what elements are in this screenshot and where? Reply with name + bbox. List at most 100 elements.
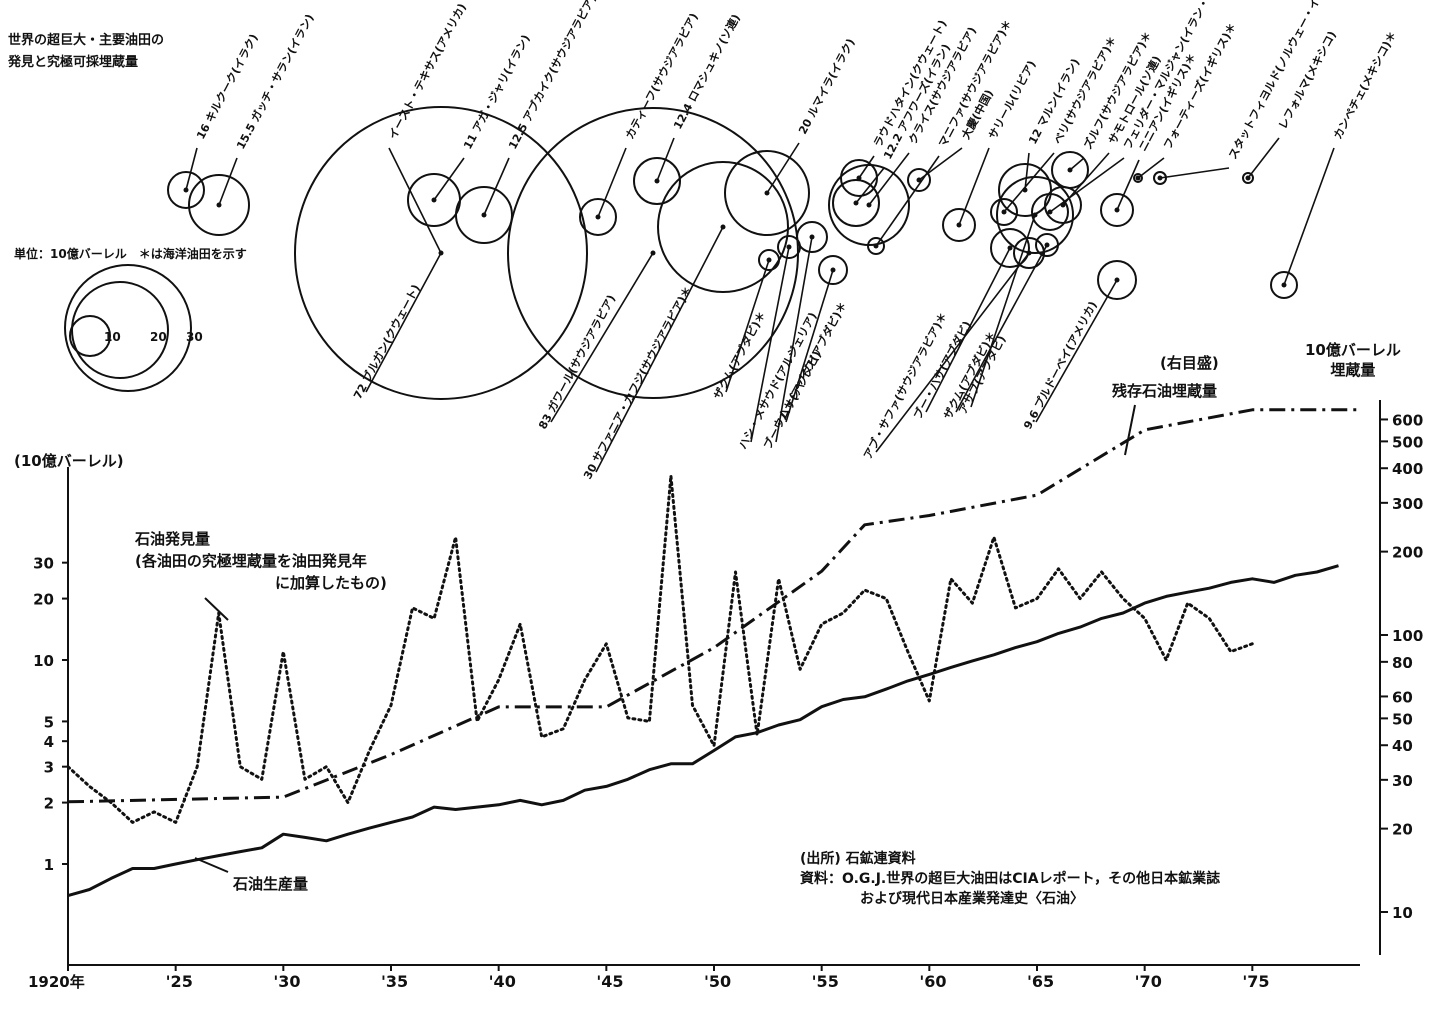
source-line-1: (出所) 石鉱連資料 — [800, 851, 916, 867]
source-line-3: および現代日本産業発達史〈石油〉 — [860, 891, 1084, 907]
bubble-scale-circle — [64, 264, 192, 392]
oil-field-bubble — [1270, 271, 1298, 299]
oil-field-bubble — [167, 171, 205, 209]
oil-field-bubble — [1097, 260, 1137, 300]
oil-field-leader — [595, 226, 724, 473]
oil-field-leader — [1024, 152, 1030, 191]
oil-field-label: サリール(リビア) — [985, 58, 1038, 141]
series-production-line — [67, 564, 1339, 898]
oil-field-bubble — [942, 208, 976, 242]
oil-field-label: 12.5 アブカイク(サウジアラビア) — [505, 0, 598, 151]
oil-field-bubble — [294, 106, 588, 400]
oil-field-leader — [868, 152, 910, 206]
x-tick-label: '70 — [1135, 972, 1162, 991]
y-right-tick-label: 100 — [1392, 627, 1423, 645]
remaining-label-leader — [1124, 404, 1136, 456]
series-discovery-line — [66, 474, 1254, 824]
y-left-tick-label: 2 — [44, 795, 54, 813]
oil-field-label: 83 ガワール(サウジアラビア) — [535, 292, 618, 431]
chart-title-line-2: 発見と究極可採埋蔵量 — [8, 55, 139, 70]
bubble-scale-circle — [71, 281, 169, 379]
oil-field-bubble — [990, 198, 1018, 226]
oil-field-label: 15.5 ガッチ・サラン(イラン) — [233, 11, 316, 151]
series-label-remaining-reserves: 残存石油埋蔵量 — [1112, 382, 1218, 400]
oil-field-leader — [875, 252, 1030, 453]
y-right-tick-label: 40 — [1392, 737, 1413, 755]
oil-field-leader — [433, 157, 465, 201]
y-right-tick-label: 500 — [1392, 433, 1423, 451]
source-line-2: 資料：O.G.J.世界の超巨大油田はCIAレポート，その他日本鉱業誌 — [800, 871, 1221, 887]
discovery-label-note-2: に加算したもの) — [275, 574, 387, 592]
chart-title: 世界の超巨大・主要油田の 発見と究極可採埋蔵量 — [8, 30, 164, 74]
source-note: (出所) 石鉱連資料 資料：O.G.J.世界の超巨大油田はCIAレポート，その他… — [800, 849, 1220, 909]
bubble-scale-label: 20 — [150, 330, 167, 344]
oil-field-label: 20 ルマイラ(イラク) — [796, 37, 857, 137]
oil-field-leader — [1116, 159, 1140, 211]
bubble-unit-note: 単位：10億バーレル ＊は海洋油田を示す — [14, 247, 247, 261]
x-tick-label: '55 — [812, 972, 839, 991]
oil-field-bubble — [1153, 171, 1167, 185]
oil-field-leader — [875, 155, 940, 247]
y-right-tick-label: 50 — [1392, 710, 1413, 728]
oil-field-leader — [858, 155, 875, 179]
series-label-discovery: 石油発見量 (各油田の究極埋蔵量を油田発見年 に加算したもの) — [135, 528, 387, 594]
x-tick-label: '40 — [489, 972, 516, 991]
y-left-tick-label: 5 — [44, 713, 54, 731]
x-tick-label: '45 — [596, 972, 623, 991]
discovery-label-note-1: (各油田の究極埋蔵量を油田発見年 — [135, 552, 367, 570]
oil-field-bubble — [188, 174, 250, 236]
oil-field-leader — [1247, 137, 1280, 179]
y-right-tick-label: 80 — [1392, 654, 1413, 672]
oil-field-label: カンペチェ(メキシコ)＊ — [1331, 29, 1399, 141]
y-right-tick-label: 600 — [1392, 411, 1423, 429]
oil-field-leader — [597, 147, 627, 218]
left-axis-label: (10億バーレル) — [14, 452, 124, 470]
oil-field-bubble — [818, 255, 848, 285]
bubble-scale-label: 10 — [104, 330, 121, 344]
oil-field-bubble — [579, 198, 617, 236]
oil-field-bubble — [1100, 193, 1134, 227]
x-tick-label: '75 — [1242, 972, 1269, 991]
x-tick-label: 1920年 — [28, 973, 85, 991]
oil-field-leader — [725, 259, 770, 393]
oil-field-leader — [185, 147, 198, 191]
bubble-scale-circle — [69, 315, 111, 357]
y-left-tick-label: 20 — [33, 591, 54, 609]
x-tick-label: '60 — [919, 972, 946, 991]
oil-field-leader — [855, 167, 885, 204]
oil-field-bubble — [633, 157, 681, 205]
y-right-tick-label: 10 — [1392, 904, 1413, 922]
y-left-tick-label: 1 — [44, 856, 54, 874]
oil-field-leader — [656, 137, 675, 182]
y-right-tick-label: 300 — [1392, 495, 1423, 513]
oil-field-bubble — [1013, 237, 1045, 269]
y-right-tick-label: 30 — [1392, 772, 1413, 790]
series-label-production: 石油生産量 — [233, 875, 309, 893]
oil-field-bubble — [867, 237, 885, 255]
oil-field-leader — [918, 147, 963, 181]
right-scale-note: (右目盛) — [1160, 354, 1219, 372]
oil-field-label: カティーフ(サウジアラビア) — [622, 11, 700, 142]
x-tick-label: '25 — [166, 972, 193, 991]
y-left-tick-label: 3 — [44, 759, 54, 777]
y-right-tick-label: 20 — [1392, 821, 1413, 839]
y-right-tick-label: 60 — [1392, 688, 1413, 706]
oil-field-leader — [218, 157, 238, 206]
oil-field-label: イースト・テキサス(アメリカ) — [386, 1, 469, 141]
oil-field-label: 9.6 プルドーベイ(アメリカ) — [1020, 299, 1099, 432]
oil-field-leader — [1035, 279, 1118, 423]
oil-field-leader — [1049, 157, 1125, 213]
production-label-leader — [194, 857, 229, 873]
x-tick-label: '30 — [273, 972, 300, 991]
oil-field-bubble — [907, 168, 931, 192]
oil-field-bubble — [1133, 173, 1143, 183]
oil-field-leader — [365, 252, 442, 393]
x-tick-label: '65 — [1027, 972, 1054, 991]
series-remaining-reserves-line — [67, 408, 1360, 804]
oil-field-bubble — [796, 221, 828, 253]
oil-field-leader — [483, 157, 510, 216]
oil-field-bubble — [996, 176, 1074, 254]
discovery-label-leader — [204, 597, 229, 621]
